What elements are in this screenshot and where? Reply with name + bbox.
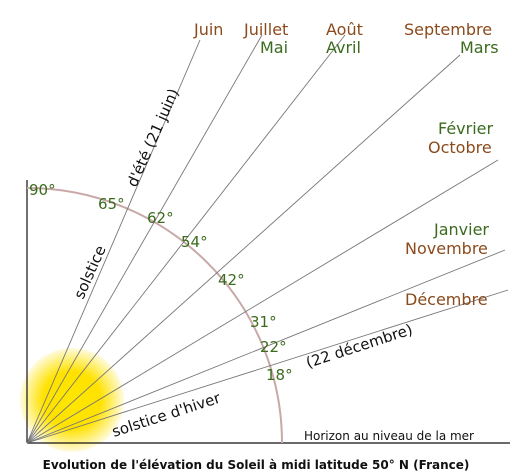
ray-65 bbox=[26, 39, 201, 444]
label-mars: Mars bbox=[460, 38, 499, 57]
angle-90: 90° bbox=[29, 181, 56, 199]
label-juillet: Juillet bbox=[243, 20, 288, 39]
angle-65: 65° bbox=[98, 195, 125, 213]
ray-31 bbox=[26, 159, 499, 444]
angle-18: 18° bbox=[266, 366, 293, 384]
label-solstice-hiver-1: solstice d'hiver bbox=[110, 389, 224, 441]
label-solstice-hiver-2: (22 décembre) bbox=[304, 320, 415, 371]
label-solstice-ete-1: solstice bbox=[70, 243, 109, 302]
ray-18 bbox=[26, 289, 509, 444]
angle-22: 22° bbox=[260, 338, 287, 356]
sun-rays bbox=[26, 34, 509, 444]
angle-54: 54° bbox=[181, 233, 208, 251]
ray-42 bbox=[26, 54, 461, 444]
label-avril: Avril bbox=[326, 38, 361, 57]
label-aout: Août bbox=[326, 20, 363, 39]
label-solstice-ete-2: d'été (21 juin) bbox=[123, 86, 182, 190]
label-juin: Juin bbox=[193, 20, 223, 39]
diagram-caption: Evolution de l'élévation du Soleil à mid… bbox=[43, 458, 470, 472]
label-decembre: Décembre bbox=[405, 290, 488, 309]
angle-42: 42° bbox=[218, 271, 245, 289]
label-octobre: Octobre bbox=[428, 138, 492, 157]
angle-62: 62° bbox=[147, 209, 174, 227]
sun-disc bbox=[20, 348, 124, 452]
angle-31: 31° bbox=[250, 313, 277, 331]
label-novembre: Novembre bbox=[405, 239, 488, 258]
label-septembre: Septembre bbox=[404, 20, 492, 39]
horizon-label: Horizon au niveau de la mer bbox=[304, 429, 474, 443]
elevation-arc bbox=[26, 187, 283, 444]
label-janvier: Janvier bbox=[433, 220, 489, 239]
ray-62 bbox=[26, 34, 263, 444]
ray-54 bbox=[26, 34, 346, 444]
label-mai: Mai bbox=[260, 38, 288, 57]
label-fevrier: Février bbox=[438, 119, 494, 138]
ray-22 bbox=[26, 249, 506, 444]
